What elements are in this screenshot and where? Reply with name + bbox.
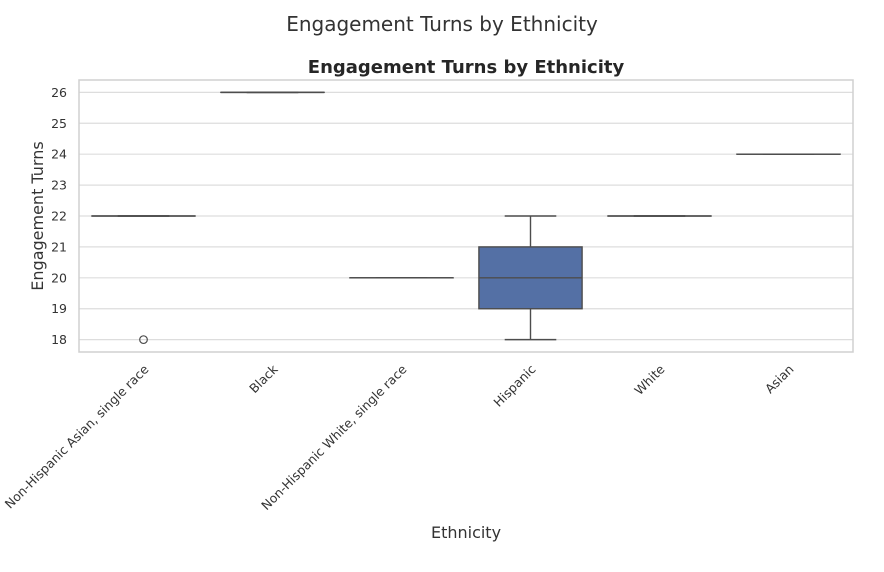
x-tick-label: White (631, 361, 668, 398)
y-tick-label: 19 (51, 301, 67, 316)
y-tick-label: 23 (51, 178, 67, 193)
box-group (478, 215, 583, 341)
x-axis-label: Ethnicity (431, 523, 501, 542)
plot-area: 18 19 20 21 22 23 24 25 26 Non-Hispanic Asian, si… (2, 79, 854, 513)
y-tick-label: 18 (51, 332, 67, 347)
chart-title: Engagement Turns by Ethnicity (308, 57, 625, 78)
y-tick-label: 24 (51, 147, 67, 162)
y-tick-label: 20 (51, 270, 67, 285)
figure-suptitle: Engagement Turns by Ethnicity (286, 12, 598, 36)
y-tick-label: 25 (51, 116, 67, 131)
outlier-point (139, 335, 148, 345)
y-tick-label: 26 (51, 85, 67, 100)
y-tick-label: 21 (51, 239, 67, 254)
y-tick-label: 22 (51, 209, 67, 224)
x-tick-label: Non-Hispanic Asian, single race (2, 361, 152, 511)
plot-frame (78, 79, 854, 353)
x-tick-label: Asian (762, 362, 797, 397)
x-tick-label: Hispanic (490, 361, 538, 409)
y-axis-label: Engagement Turns (28, 141, 47, 290)
x-tick-label: Non-Hispanic White, single race (258, 361, 410, 513)
box-group (91, 215, 196, 345)
x-tick-label: Black (246, 361, 281, 396)
